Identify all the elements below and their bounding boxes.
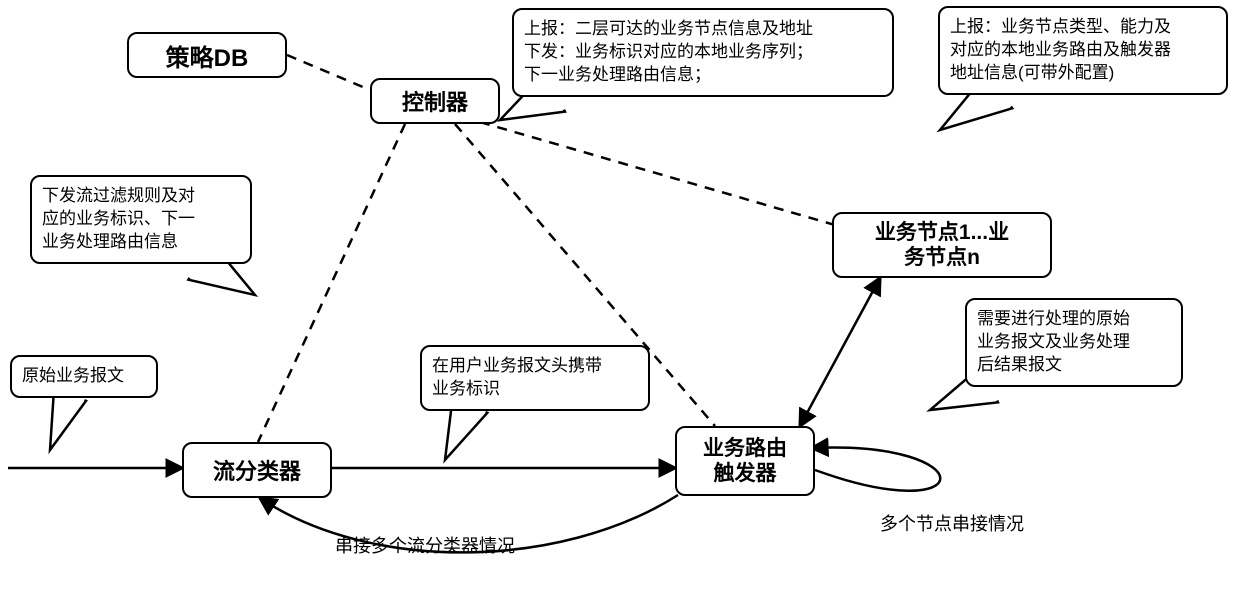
callout-line: 地址信息(可带外配置) [950,62,1216,85]
label-chain-classifiers: 串接多个流分类器情况 [335,532,515,558]
node-flow-classifier: 流分类器 [182,442,332,498]
callout-service-node-report: 上报：业务节点类型、能力及 对应的本地业务路由及触发器 地址信息(可带外配置) [938,6,1228,95]
node-service-router: 业务路由 触发器 [675,426,815,496]
callout-line: 对应的本地业务路由及触发器 [950,39,1216,62]
callout-line: 业务标识 [432,378,638,401]
callout-raw-packet: 原始业务报文 [10,355,158,398]
callout-line: 业务报文及业务处理 [977,331,1171,354]
node-policy-db: 策略DB [127,32,287,78]
callout-line: 下一业务处理路由信息； [524,64,882,87]
callout-controller-router-info: 上报：二层可达的业务节点信息及地址 下发：业务标识对应的本地业务序列； 下一业务… [512,8,894,97]
callout-line: 下发：业务标识对应的本地业务序列； [524,41,882,64]
callout-line: 上报：业务节点类型、能力及 [950,16,1216,39]
callout-flow-filter-rules: 下发流过滤规则及对 应的业务标识、下一 业务处理路由信息 [30,175,252,264]
callout-line: 应的业务标识、下一 [42,208,240,231]
callout-line: 在用户业务报文头携带 [432,355,638,378]
callout-line: 需要进行处理的原始 [977,308,1171,331]
callout-line: 后结果报文 [977,354,1171,377]
callout-line: 上报：二层可达的业务节点信息及地址 [524,18,882,41]
label-multi-node-chain: 多个节点串接情况 [880,510,1024,536]
node-controller: 控制器 [370,78,500,124]
callout-carry-tag: 在用户业务报文头携带 业务标识 [420,345,650,411]
callout-need-processing: 需要进行处理的原始 业务报文及业务处理 后结果报文 [965,298,1183,387]
callout-line: 业务处理路由信息 [42,231,240,254]
node-service-nodes: 业务节点1...业 务节点n [832,212,1052,278]
callout-line: 下发流过滤规则及对 [42,185,240,208]
callout-line: 原始业务报文 [22,365,146,388]
